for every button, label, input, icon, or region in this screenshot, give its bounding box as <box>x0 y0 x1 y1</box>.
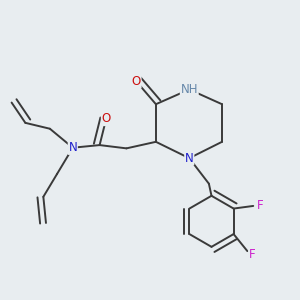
Text: F: F <box>249 248 256 261</box>
Text: O: O <box>132 75 141 88</box>
Text: F: F <box>257 200 264 212</box>
Text: NH: NH <box>181 83 198 96</box>
Text: N: N <box>185 152 194 165</box>
Text: N: N <box>68 141 77 154</box>
Text: O: O <box>101 112 111 125</box>
